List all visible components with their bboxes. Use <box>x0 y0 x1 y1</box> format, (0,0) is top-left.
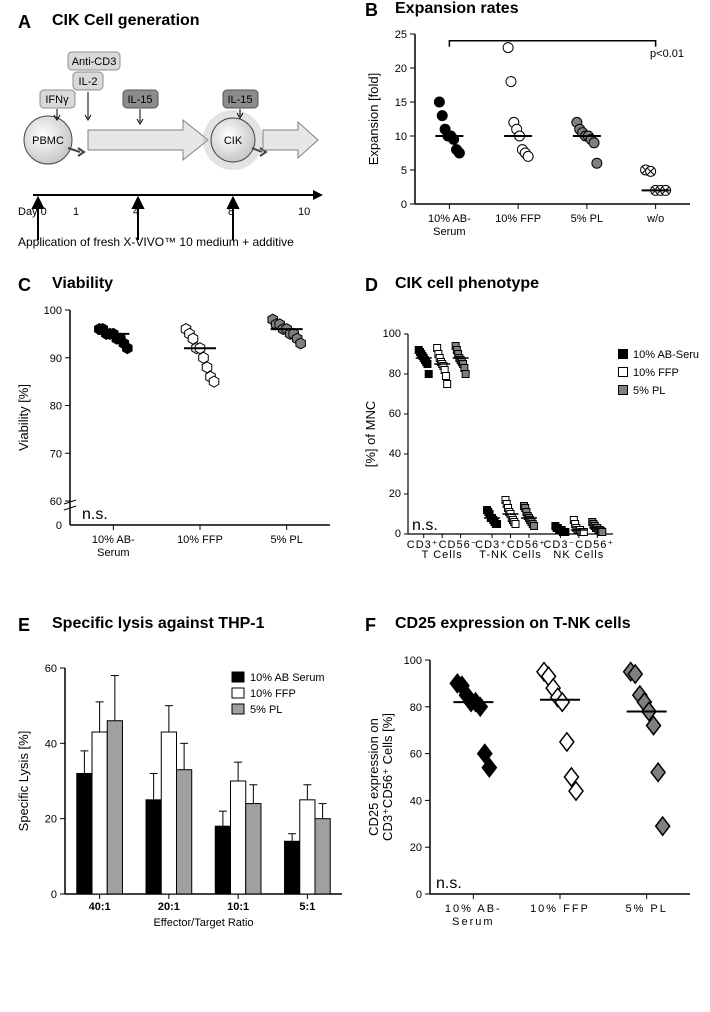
svg-text:0: 0 <box>416 889 422 901</box>
panel-e-label: E <box>18 615 30 636</box>
svg-text:60: 60 <box>50 496 62 508</box>
svg-text:80: 80 <box>410 702 422 714</box>
svg-text:15: 15 <box>395 97 407 109</box>
svg-text:T-NK Cells: T-NK Cells <box>479 549 542 561</box>
svg-text:CD3⁺CD56⁺ Cells [%]: CD3⁺CD56⁺ Cells [%] <box>380 713 395 841</box>
svg-text:60: 60 <box>45 663 57 675</box>
panel-a-label: A <box>18 12 31 33</box>
svg-text:Expansion [fold]: Expansion [fold] <box>366 73 381 166</box>
svg-text:20:1: 20:1 <box>158 901 180 913</box>
svg-text:n.s.: n.s. <box>412 517 438 534</box>
panel-b-title: Expansion rates <box>395 0 519 18</box>
svg-text:5: 5 <box>401 165 407 177</box>
svg-text:100: 100 <box>383 328 401 340</box>
svg-text:10% FFP: 10% FFP <box>177 534 223 546</box>
svg-text:Effector/Target Ratio: Effector/Target Ratio <box>153 917 253 929</box>
svg-text:NK Cells: NK Cells <box>553 549 604 561</box>
svg-text:Viability [%]: Viability [%] <box>16 384 31 451</box>
svg-text:T Cells: T Cells <box>422 549 463 561</box>
panel-a-title: CIK Cell generation <box>52 12 200 30</box>
day-10-label: 10 <box>298 206 310 218</box>
panel-b-label: B <box>365 0 378 21</box>
panel-b-chart: 0 5 10 15 20 25 Expansion [fold] 10% AB-Serum 10… <box>360 24 700 260</box>
svg-text:60: 60 <box>389 408 401 420</box>
svg-text:5% PL: 5% PL <box>633 385 665 397</box>
svg-text:25: 25 <box>395 29 407 41</box>
svg-text:0: 0 <box>395 528 401 540</box>
panel-a: Day 0 1 4 8 10 PBMC <box>18 40 338 250</box>
svg-text:80: 80 <box>389 368 401 380</box>
svg-text:5% PL: 5% PL <box>625 903 667 915</box>
panel-e-title: Specific lysis against THP-1 <box>52 615 265 633</box>
pbmc-label: PBMC <box>32 135 64 147</box>
svg-text:10% FFP: 10% FFP <box>250 688 296 700</box>
svg-text:10% AB-: 10% AB- <box>445 903 502 915</box>
svg-text:5% PL: 5% PL <box>270 534 302 546</box>
svg-text:0: 0 <box>401 199 407 211</box>
figure: A CIK Cell generation Day 0 1 4 8 10 <box>0 0 710 1012</box>
svg-text:[%] of MNC: [%] of MNC <box>363 401 378 467</box>
panel-e-chart: 0 20 40 60 Specific Lysis [%] 40:1 20:1 10:1 5:1… <box>10 660 350 950</box>
panel-a-caption: Application of fresh X-VIVO™ 10 medium +… <box>18 235 338 249</box>
svg-text:p<0.01: p<0.01 <box>650 48 684 60</box>
il15-1-label: IL-15 <box>127 94 152 106</box>
panel-d-chart: 020406080100[%] of MNCCD3⁺CD56⁻T CellsCD… <box>360 324 705 580</box>
svg-text:70: 70 <box>50 448 62 460</box>
svg-text:Specific Lysis [%]: Specific Lysis [%] <box>16 731 31 832</box>
svg-text:40: 40 <box>410 795 422 807</box>
panel-c-title: Viability <box>52 275 113 293</box>
svg-text:80: 80 <box>50 401 62 413</box>
svg-text:20: 20 <box>395 63 407 75</box>
svg-text:40: 40 <box>389 448 401 460</box>
svg-text:n.s.: n.s. <box>82 506 108 523</box>
panel-c-chart: 60 70 80 90 100 0 Viability [%] 10% AB-Serum 10%… <box>10 300 340 580</box>
il15-2-label: IL-15 <box>227 94 252 106</box>
panel-d-label: D <box>365 275 378 296</box>
svg-text:0: 0 <box>56 520 62 532</box>
svg-text:10: 10 <box>395 131 407 143</box>
cik-label: CIK <box>224 135 243 147</box>
svg-text:10:1: 10:1 <box>227 901 249 913</box>
svg-text:40:1: 40:1 <box>89 901 111 913</box>
panel-f-label: F <box>365 615 376 636</box>
svg-text:5:1: 5:1 <box>299 901 315 913</box>
svg-text:w/o: w/o <box>646 213 664 225</box>
svg-text:10% FFP: 10% FFP <box>495 213 541 225</box>
svg-text:60: 60 <box>410 749 422 761</box>
svg-text:Serum: Serum <box>97 547 129 559</box>
svg-text:10% AB Serum: 10% AB Serum <box>250 672 325 684</box>
svg-text:20: 20 <box>389 488 401 500</box>
svg-text:n.s.: n.s. <box>436 875 462 892</box>
svg-text:CD25 expression on: CD25 expression on <box>366 718 381 836</box>
svg-text:10% AB-: 10% AB- <box>428 213 471 225</box>
panel-c-label: C <box>18 275 31 296</box>
svg-text:10% AB-: 10% AB- <box>92 534 135 546</box>
svg-text:20: 20 <box>410 842 422 854</box>
day-1-label: 1 <box>73 206 79 218</box>
svg-text:Serum: Serum <box>452 916 494 928</box>
svg-text:20: 20 <box>45 814 57 826</box>
svg-text:5% PL: 5% PL <box>250 704 282 716</box>
ifng-label: IFNγ <box>45 94 69 106</box>
anticd3-label: Anti-CD3 <box>72 56 117 68</box>
svg-text:40: 40 <box>45 738 57 750</box>
svg-text:Serum: Serum <box>433 226 465 238</box>
panel-f-chart: 0 20 40 60 80 100 CD25 expression onCD3⁺CD56⁺ … <box>360 650 700 950</box>
svg-text:90: 90 <box>50 353 62 365</box>
svg-text:100: 100 <box>404 655 422 667</box>
svg-text:100: 100 <box>44 305 62 317</box>
il2-label: IL-2 <box>79 76 98 88</box>
panel-f-title: CD25 expression on T-NK cells <box>395 615 631 633</box>
svg-text:10% AB-Seru: 10% AB-Seru <box>633 349 699 361</box>
svg-text:0: 0 <box>51 889 57 901</box>
svg-text:5% PL: 5% PL <box>571 213 603 225</box>
svg-text:10% FFP: 10% FFP <box>530 903 590 915</box>
panel-a-svg: Day 0 1 4 8 10 PBMC <box>18 40 338 250</box>
panel-d-title: CIK cell phenotype <box>395 275 539 293</box>
svg-text:10% FFP: 10% FFP <box>633 367 679 379</box>
